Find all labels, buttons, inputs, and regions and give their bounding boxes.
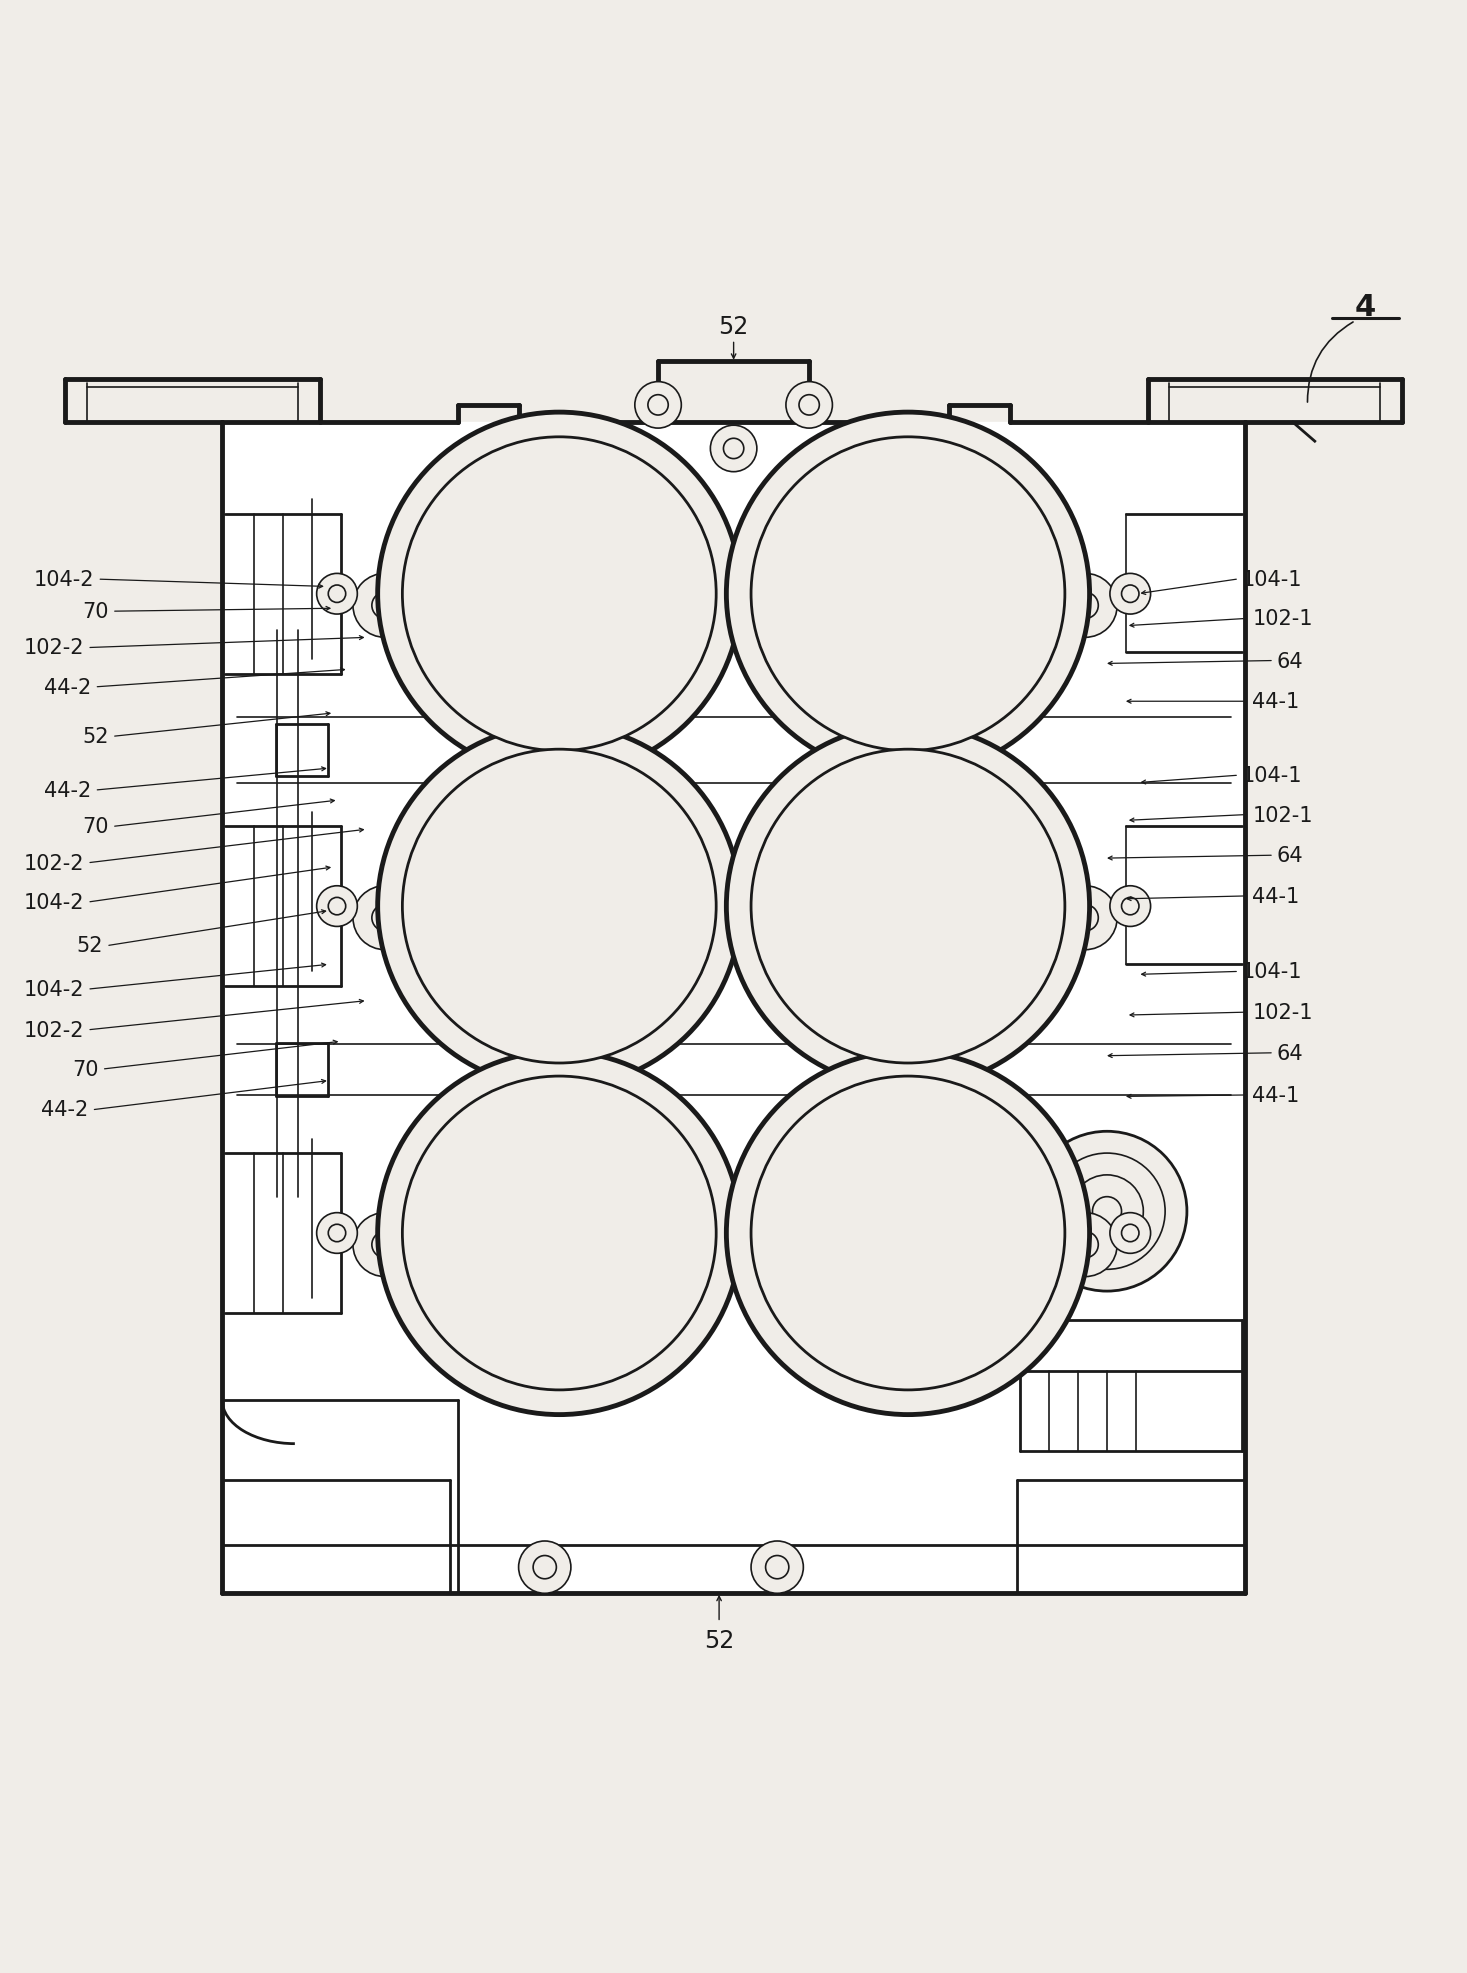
Circle shape [713, 574, 754, 616]
Text: 52: 52 [704, 1628, 734, 1651]
Circle shape [371, 1231, 398, 1259]
Text: 64: 64 [1276, 651, 1304, 671]
Text: 52: 52 [76, 935, 103, 955]
Circle shape [354, 574, 417, 637]
Circle shape [1049, 1154, 1165, 1271]
Text: 102-1: 102-1 [1253, 805, 1313, 825]
Text: 102-2: 102-2 [23, 1020, 84, 1040]
Circle shape [1053, 574, 1118, 637]
Circle shape [751, 750, 1065, 1063]
Text: 44-2: 44-2 [44, 677, 91, 696]
Circle shape [725, 1225, 742, 1243]
Circle shape [800, 395, 820, 416]
Text: 104-2: 104-2 [23, 892, 84, 912]
Circle shape [377, 726, 741, 1089]
Text: 70: 70 [82, 817, 109, 837]
Circle shape [726, 726, 1090, 1089]
Circle shape [635, 383, 681, 428]
Circle shape [317, 1213, 358, 1253]
Circle shape [726, 1052, 1090, 1415]
Circle shape [648, 395, 669, 416]
Circle shape [317, 574, 358, 616]
Circle shape [354, 1213, 417, 1277]
Circle shape [371, 594, 398, 620]
Circle shape [371, 906, 398, 931]
Circle shape [354, 886, 417, 951]
Circle shape [1111, 1213, 1150, 1253]
Text: 102-2: 102-2 [23, 852, 84, 874]
Circle shape [786, 383, 832, 428]
Text: 64: 64 [1276, 846, 1304, 866]
Circle shape [535, 426, 582, 472]
Text: 52: 52 [82, 726, 109, 746]
Circle shape [549, 440, 569, 460]
Circle shape [1093, 1198, 1122, 1225]
Circle shape [1053, 886, 1118, 951]
Text: 102-1: 102-1 [1253, 1002, 1313, 1022]
Text: 104-1: 104-1 [1243, 963, 1303, 983]
Circle shape [725, 898, 742, 915]
Text: 104-2: 104-2 [23, 979, 84, 1000]
Text: 4: 4 [1356, 292, 1376, 322]
Text: 44-1: 44-1 [1253, 886, 1300, 906]
Circle shape [1072, 594, 1099, 620]
Circle shape [1072, 906, 1099, 931]
Text: 44-2: 44-2 [41, 1099, 88, 1121]
Circle shape [1071, 1176, 1143, 1247]
Text: 64: 64 [1276, 1044, 1304, 1063]
Circle shape [402, 438, 716, 752]
Circle shape [519, 1541, 571, 1594]
Circle shape [1122, 898, 1138, 915]
Circle shape [533, 1557, 556, 1578]
Text: 102-1: 102-1 [1253, 610, 1313, 629]
Circle shape [1072, 1231, 1099, 1259]
Text: 52: 52 [719, 316, 748, 339]
Text: 70: 70 [82, 602, 109, 621]
Circle shape [713, 1213, 754, 1253]
Circle shape [377, 412, 741, 775]
Circle shape [329, 898, 346, 915]
Circle shape [329, 586, 346, 604]
Circle shape [751, 438, 1065, 752]
Circle shape [402, 750, 716, 1063]
Circle shape [1111, 886, 1150, 927]
Circle shape [723, 440, 744, 460]
Polygon shape [222, 422, 1245, 1594]
Circle shape [725, 586, 742, 604]
Circle shape [1122, 586, 1138, 604]
Circle shape [1053, 1213, 1118, 1277]
Circle shape [377, 1052, 741, 1415]
Circle shape [713, 886, 754, 927]
Text: 44-1: 44-1 [1253, 693, 1300, 712]
Circle shape [1111, 574, 1150, 616]
Circle shape [1122, 1225, 1138, 1243]
Circle shape [710, 426, 757, 472]
Text: 70: 70 [72, 1060, 98, 1079]
Text: 104-1: 104-1 [1243, 570, 1303, 590]
Circle shape [402, 1077, 716, 1391]
Circle shape [329, 1225, 346, 1243]
Circle shape [317, 886, 358, 927]
Circle shape [766, 1557, 789, 1578]
Circle shape [1027, 1133, 1187, 1292]
Text: 102-2: 102-2 [23, 637, 84, 659]
Text: 44-1: 44-1 [1253, 1085, 1300, 1105]
Text: 104-1: 104-1 [1243, 766, 1303, 785]
Circle shape [885, 426, 932, 472]
Circle shape [726, 412, 1090, 775]
Circle shape [898, 440, 918, 460]
Text: 104-2: 104-2 [34, 570, 94, 590]
Text: 44-2: 44-2 [44, 781, 91, 801]
Circle shape [751, 1541, 804, 1594]
Circle shape [751, 1077, 1065, 1391]
